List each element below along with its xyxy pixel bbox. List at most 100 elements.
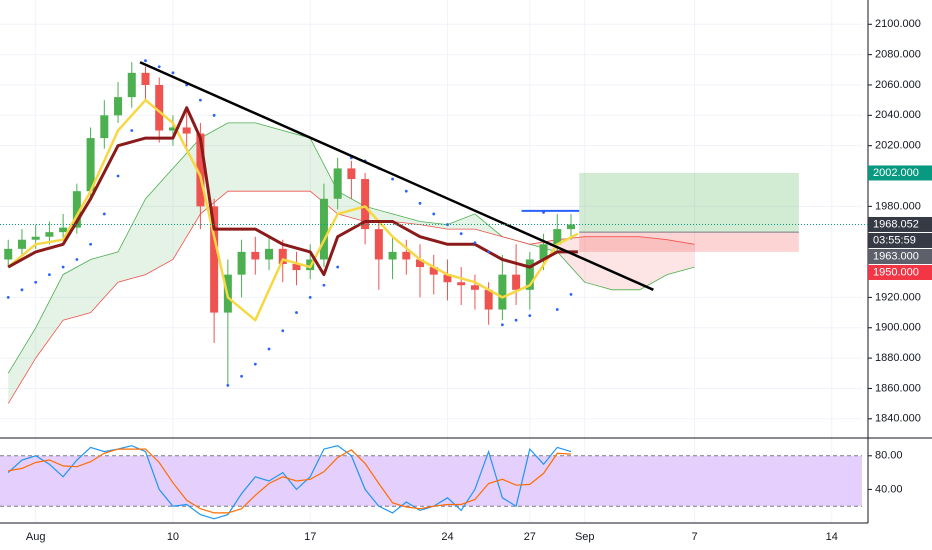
oscillator-line [8, 448, 572, 514]
sar-dot [75, 258, 79, 261]
candle-body [251, 251, 260, 260]
sar-dot [432, 212, 436, 216]
cloud-fill [227, 122, 256, 192]
x-tick-label: Sep [575, 531, 595, 543]
y-tick-label: 80.00 [875, 450, 903, 462]
sar-dot [212, 113, 216, 117]
sar-dot [391, 177, 394, 181]
sar-dot [226, 384, 230, 387]
cloud-fill [365, 206, 393, 222]
sar-dot [336, 265, 340, 269]
candle-body [429, 267, 438, 275]
sar-dot [500, 323, 504, 327]
sar-dot [157, 65, 161, 69]
candle-body [278, 248, 287, 265]
candle-body [319, 198, 328, 260]
cloud-fill [447, 213, 475, 230]
sar-dot [528, 314, 532, 318]
countdown-badge [868, 232, 932, 248]
sar-dot [61, 265, 65, 269]
candle-body [457, 282, 466, 286]
y-tick-label: 1980.000 [875, 200, 921, 212]
cloud-fill [255, 122, 283, 192]
price-label-badge [868, 264, 932, 280]
candle-body [59, 227, 68, 233]
cloud-fill [63, 259, 91, 321]
sar-dot [267, 347, 271, 351]
sar-dot [48, 273, 51, 277]
candle-body [539, 244, 548, 260]
cloud-fill [420, 221, 448, 230]
candle-body [512, 274, 521, 290]
sar-dot [253, 362, 257, 366]
y-tick-label: 2060.000 [875, 79, 921, 91]
sar-dot [240, 374, 243, 378]
y-tick-label: 1880.000 [875, 352, 921, 364]
sar-dot [308, 296, 312, 299]
indicator-line [7, 106, 578, 277]
candle-body [86, 138, 95, 192]
countdown: 03:55:59 [873, 234, 916, 246]
price-label: 1950.000 [873, 266, 919, 278]
sar-dot [130, 129, 134, 132]
cloud-span-a [7, 122, 695, 374]
sar-dot [514, 318, 518, 322]
candle-body [374, 229, 383, 260]
candle-body [114, 97, 123, 116]
candle-body [443, 274, 452, 283]
sar-dot [459, 232, 463, 236]
candle-body [416, 259, 425, 268]
sar-dot [555, 308, 559, 311]
candle-body [470, 285, 479, 290]
candle-body [100, 115, 109, 139]
y-tick-label: 2020.000 [875, 140, 921, 152]
sar-dot [89, 242, 92, 246]
sar-dot [171, 71, 175, 75]
cloud-fill [8, 327, 36, 404]
x-tick-label: 10 [167, 531, 179, 543]
sar-dot [102, 212, 106, 216]
cloud-fill [639, 236, 668, 290]
candle-body [45, 232, 54, 237]
y-tick-label: 40.00 [875, 483, 903, 495]
candle-body [498, 274, 507, 310]
x-tick-label: 27 [524, 531, 536, 543]
x-tick-label: 14 [826, 531, 838, 543]
candle-body [4, 248, 13, 260]
cloud-fill [282, 130, 311, 192]
y-tick-label: 1920.000 [875, 291, 921, 303]
cloud-fill [145, 168, 173, 275]
candle-body [525, 259, 534, 290]
price-label-badge [868, 216, 932, 232]
sar-dot [404, 189, 408, 193]
price-label-badge [868, 165, 932, 181]
target-zone [579, 172, 799, 233]
y-tick-label: 1900.000 [875, 322, 921, 334]
sar-dot [34, 280, 38, 284]
sar-dot [569, 292, 573, 296]
candle-body [31, 236, 40, 240]
y-tick-label: 2080.000 [875, 49, 921, 61]
cloud-fill [337, 191, 366, 222]
candle-body [196, 133, 205, 207]
cloud-fill [172, 138, 201, 260]
sar-dot [199, 98, 202, 102]
cloud-fill [667, 239, 695, 275]
candle-body [347, 168, 356, 180]
sar-dot [295, 311, 298, 314]
candle-body [567, 224, 576, 230]
candle-body [265, 248, 274, 260]
candle-body [237, 251, 246, 275]
sar-dot [322, 283, 326, 287]
candle-body [168, 127, 177, 131]
cloud-fill [557, 236, 585, 283]
candle-body [388, 251, 397, 260]
price-label: 1968.052 [873, 218, 919, 230]
y-tick-label: 2100.000 [875, 18, 921, 30]
candle-body [182, 127, 191, 134]
sar-dot [473, 241, 477, 245]
candle-body [72, 191, 81, 228]
cloud-fill [612, 236, 640, 290]
sar-dot [20, 288, 24, 292]
